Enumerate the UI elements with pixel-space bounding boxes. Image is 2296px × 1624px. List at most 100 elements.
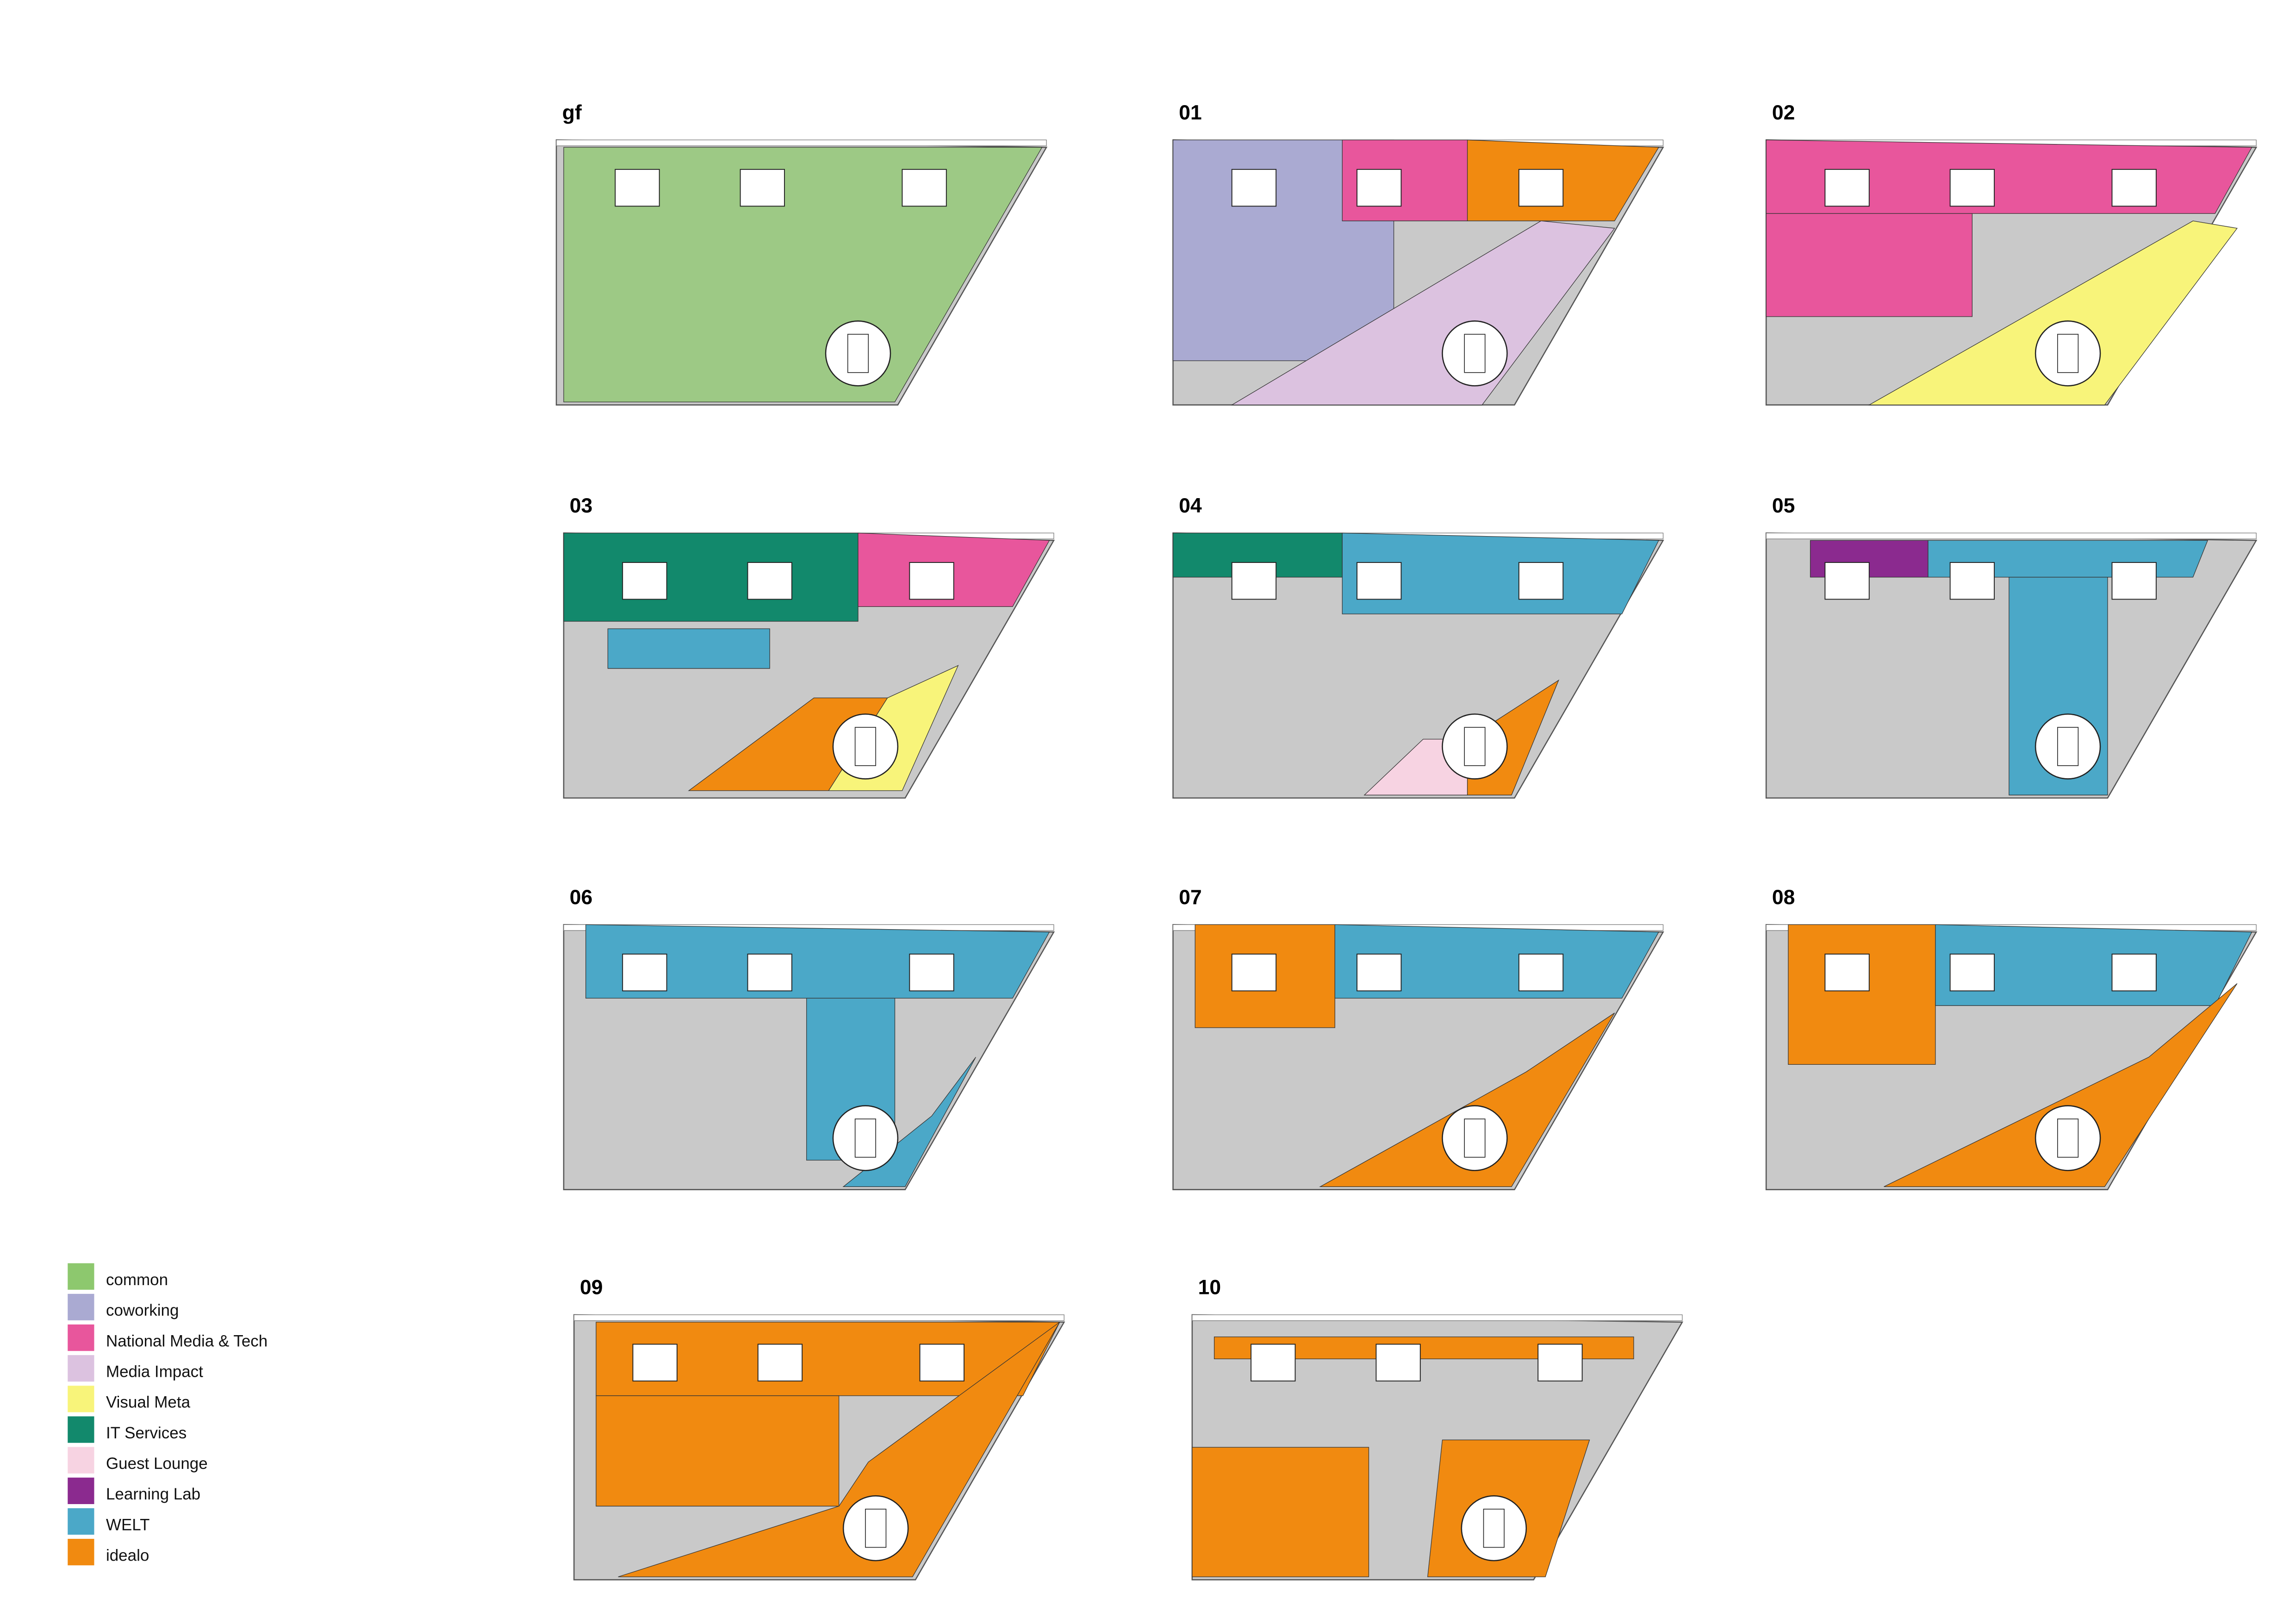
- zone: [1766, 213, 1973, 317]
- floor-label: 07: [1179, 886, 1202, 909]
- zone: [618, 1322, 1060, 1577]
- core: [632, 1343, 678, 1382]
- legend-swatch: [68, 1324, 94, 1351]
- round-core-stair: [2057, 1118, 2079, 1158]
- round-core-stair: [1464, 334, 1486, 373]
- zone: [1334, 924, 1660, 999]
- core: [1824, 169, 1870, 207]
- round-core-stair: [1483, 1508, 1505, 1548]
- round-core: [825, 320, 891, 387]
- zone: [1342, 532, 1660, 614]
- round-core: [1442, 713, 1508, 780]
- floor-plan: 08: [1765, 886, 2258, 1190]
- round-core-stair: [854, 727, 876, 766]
- core: [1356, 169, 1402, 207]
- floor-plan: 09: [573, 1276, 1065, 1580]
- zone: [563, 532, 859, 622]
- zone: [842, 1057, 976, 1187]
- core: [1231, 953, 1277, 992]
- round-core: [842, 1495, 909, 1562]
- core: [747, 953, 792, 992]
- core: [1356, 562, 1402, 600]
- zone: [1231, 220, 1615, 406]
- legend-swatch: [68, 1416, 94, 1443]
- core: [2111, 562, 2157, 600]
- core: [1949, 169, 1995, 207]
- legend-swatch: [68, 1508, 94, 1535]
- core: [615, 169, 660, 207]
- core: [1824, 562, 1870, 600]
- core: [757, 1343, 803, 1382]
- round-core: [1442, 320, 1508, 387]
- core: [1356, 953, 1402, 992]
- floor-plan: 06: [563, 886, 1055, 1190]
- legend-label: Visual Meta: [106, 1393, 191, 1412]
- floor-label: 06: [570, 886, 593, 909]
- core: [622, 953, 667, 992]
- floor-plan: 07: [1172, 886, 1664, 1190]
- core: [1231, 169, 1277, 207]
- round-core: [2035, 713, 2101, 780]
- core: [1949, 953, 1995, 992]
- legend-label: Media Impact: [106, 1363, 203, 1381]
- core: [1824, 953, 1870, 992]
- round-core-stair: [865, 1508, 887, 1548]
- zone: [563, 147, 1043, 402]
- round-core: [1461, 1495, 1527, 1562]
- facade-band: [1192, 1314, 1683, 1321]
- round-core-stair: [854, 1118, 876, 1158]
- facade-band: [1766, 532, 2257, 539]
- core: [1251, 1343, 1296, 1382]
- floor-label: 04: [1179, 494, 1202, 517]
- legend-swatch: [68, 1447, 94, 1474]
- core: [909, 953, 954, 992]
- zone: [1213, 1337, 1634, 1360]
- zone: [607, 628, 770, 669]
- core: [1518, 169, 1564, 207]
- floor-label: gf: [562, 101, 582, 124]
- core: [1231, 562, 1277, 600]
- floor-plan: 03: [563, 494, 1055, 799]
- round-core: [832, 1105, 899, 1171]
- legend-label: IT Services: [106, 1424, 187, 1442]
- floor-label: 03: [570, 494, 593, 517]
- legend-swatch: [68, 1477, 94, 1504]
- round-core-stair: [1464, 1118, 1486, 1158]
- core: [747, 562, 792, 600]
- core: [1537, 1343, 1583, 1382]
- floor-label: 05: [1772, 494, 1795, 517]
- facade-band: [573, 1314, 1064, 1321]
- zone: [1788, 924, 1936, 1065]
- legend-label: National Media & Tech: [106, 1332, 268, 1350]
- legend-label: WELT: [106, 1516, 150, 1534]
- floor-plan: 02: [1765, 101, 2258, 406]
- floor-plan: 04: [1172, 494, 1664, 799]
- core: [2111, 953, 2157, 992]
- zone: [1868, 220, 2238, 406]
- core: [909, 562, 954, 600]
- legend-label: common: [106, 1271, 168, 1289]
- round-core: [832, 713, 899, 780]
- core: [622, 562, 667, 600]
- core: [1518, 562, 1564, 600]
- round-core: [2035, 320, 2101, 387]
- core: [919, 1343, 964, 1382]
- facade-band: [556, 139, 1047, 146]
- floor-plan: 10: [1191, 1276, 1684, 1580]
- legend-label: idealo: [106, 1546, 149, 1564]
- floor-plan: 05: [1765, 494, 2258, 799]
- legend-swatch: [68, 1539, 94, 1566]
- round-core: [2035, 1105, 2101, 1171]
- zone: [596, 1395, 840, 1507]
- floor-plan: gf: [555, 101, 1048, 406]
- core: [740, 169, 785, 207]
- legend-label: Guest Lounge: [106, 1455, 208, 1473]
- legend-label: Learning Lab: [106, 1485, 200, 1503]
- round-core: [1442, 1105, 1508, 1171]
- round-core-stair: [1464, 727, 1486, 766]
- floor-label: 10: [1198, 1276, 1221, 1299]
- round-core-stair: [847, 334, 869, 373]
- floor-label: 02: [1772, 101, 1795, 124]
- floor-label: 09: [580, 1276, 603, 1299]
